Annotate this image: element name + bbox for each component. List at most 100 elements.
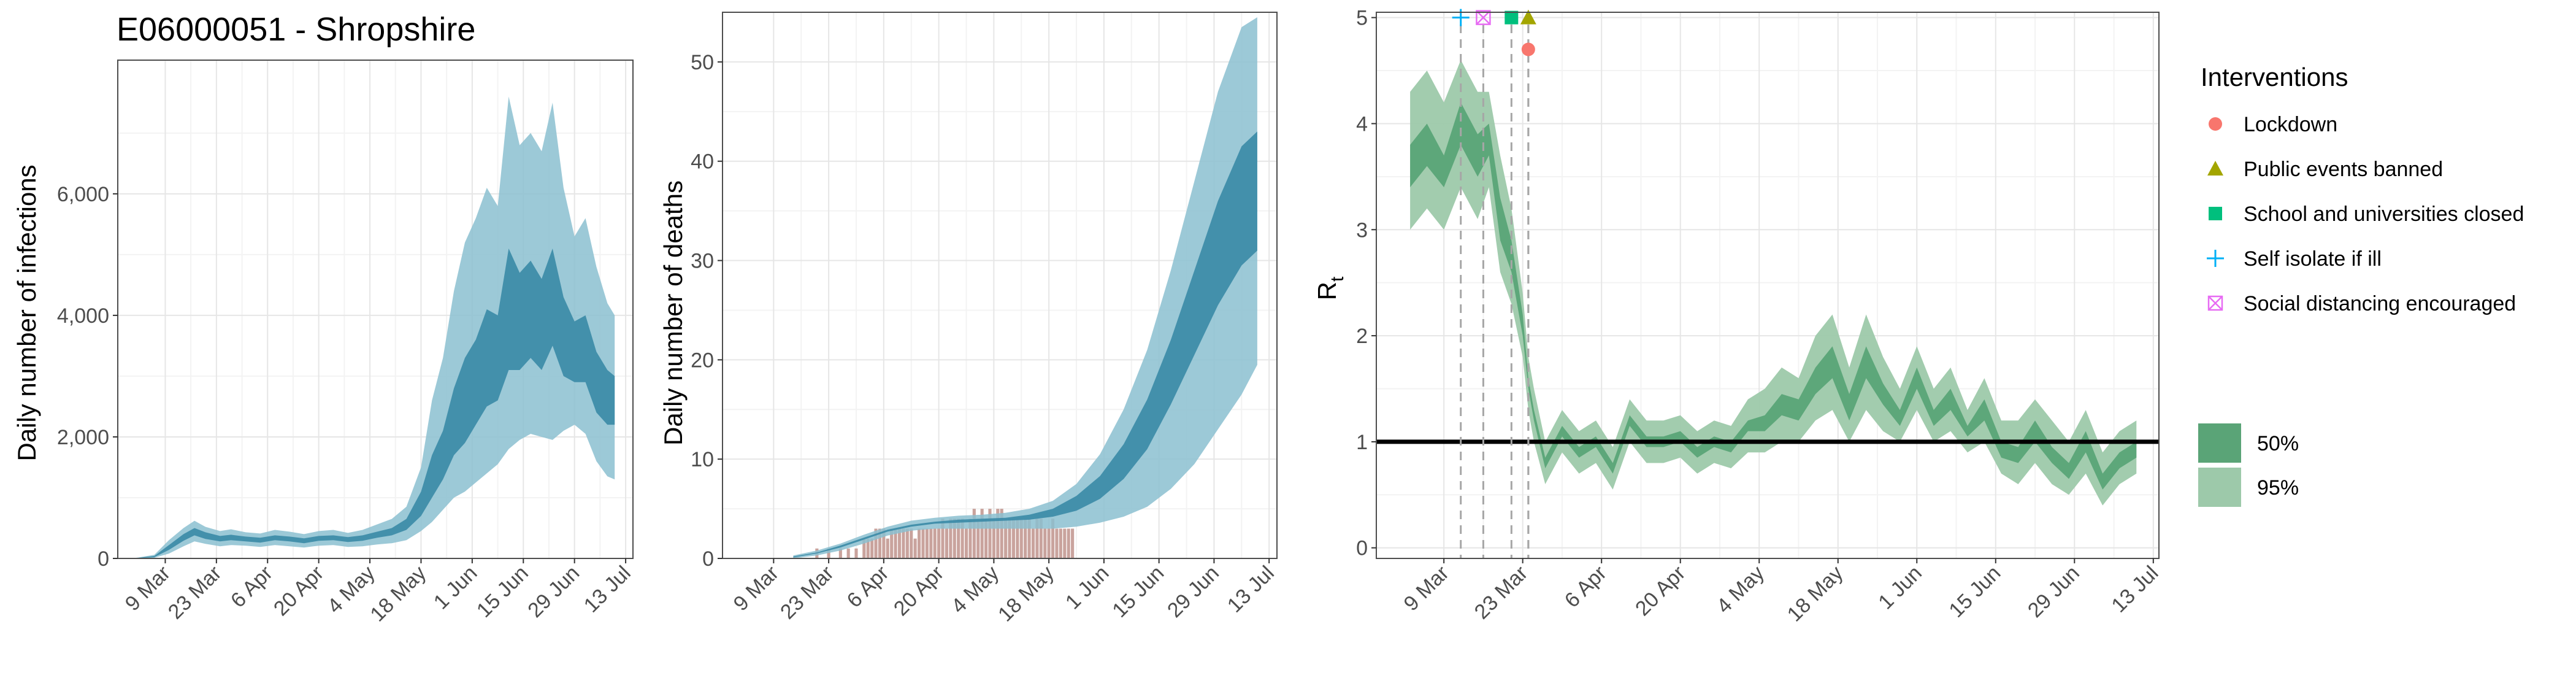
death-bar (1047, 528, 1051, 558)
panel-border (722, 12, 1278, 559)
y-tick-label: 1 (1356, 431, 1368, 454)
y-tick-label: 4 (1356, 112, 1368, 136)
legend-label: School and universities closed (2244, 203, 2524, 226)
death-bar (913, 538, 917, 558)
death-bar (945, 528, 949, 558)
death-bar (846, 548, 850, 558)
x-tick-label: 23 Mar (164, 561, 226, 624)
y-tick-label: 40 (691, 150, 714, 174)
y-tick-label: 0 (702, 547, 714, 571)
x-tick-label: 18 May (1783, 561, 1848, 627)
x-tick-label: 9 Mar (729, 561, 783, 615)
death-bar (976, 519, 980, 558)
legend-title: Interventions (2201, 63, 2348, 91)
y-tick-label: 2 (1356, 325, 1368, 348)
legend-label: Public events banned (2244, 158, 2443, 181)
death-bar (874, 528, 878, 558)
y-axis: 0 1 2 3 4 5 (1356, 7, 1376, 560)
x-tick-label: 20 Apr (1631, 561, 1690, 620)
death-bar (1008, 519, 1011, 558)
legend-label: Lockdown (2244, 113, 2337, 136)
death-bar (984, 519, 988, 558)
death-bar (968, 519, 972, 558)
x-tick-label: 15 Jun (472, 561, 533, 622)
x-tick-label: 20 Apr (889, 561, 948, 620)
x-tick-label: 18 May (366, 561, 431, 627)
death-bar (933, 528, 937, 558)
death-bar (1071, 528, 1075, 558)
x-tick-label: 20 Apr (269, 561, 328, 620)
death-bar (838, 548, 842, 558)
death-bar (1000, 509, 1003, 558)
x-tick-label: 13 Jul (1223, 561, 1279, 617)
gridlines (118, 60, 633, 559)
y-axis-title: Daily number of deaths (659, 180, 688, 446)
intervention-marker-schools (1505, 10, 1519, 25)
y-tick-label: 0 (1356, 537, 1368, 560)
death-bar (1043, 528, 1047, 558)
gridlines (723, 12, 1277, 559)
death-bar (996, 509, 1000, 558)
x-tick-label: 23 Mar (776, 561, 838, 624)
y-tick-label: 50 (691, 51, 714, 74)
death-bar (988, 509, 992, 558)
ci-ribbon-50 (793, 131, 1257, 558)
death-bar (1035, 519, 1039, 558)
death-bar (827, 548, 830, 558)
legend-key-social_distancing (2207, 295, 2223, 311)
death-bar (1031, 528, 1035, 558)
death-bar (897, 528, 902, 558)
intervention-marker-public_events (1520, 9, 1536, 25)
x-tick-label: 13 Jul (2107, 561, 2163, 617)
y-tick-label: 4,000 (57, 304, 109, 328)
panel-border (1376, 12, 2160, 559)
y-tick-label: 2,000 (57, 426, 109, 449)
rt-panel: Rt 0 1 2 3 4 5 9 Mar 23 Mar 6 Apr 20 Apr 4 May 18 … (1313, 7, 2163, 627)
x-tick-label: 29 Jun (2023, 561, 2084, 622)
death-bar (1063, 528, 1067, 558)
death-bar (957, 519, 960, 558)
death-bar (882, 528, 886, 558)
x-tick-label: 29 Jun (1163, 561, 1224, 622)
death-bar (854, 548, 858, 558)
ci-ribbon-50 (1410, 102, 2137, 490)
intervention-marker-lockdown (1521, 42, 1535, 56)
legend-key-ci-95 (2198, 468, 2241, 507)
x-tick-label: 29 Jun (523, 561, 584, 622)
legend-key-schools (2209, 207, 2222, 220)
deaths-panel: Daily number of deaths 0 10 20 30 40 50 9 Mar… (659, 12, 1279, 626)
y-axis-title: Rt (1313, 276, 1347, 300)
death-bar (937, 528, 941, 558)
death-bar (918, 528, 921, 558)
x-tick-label: 9 Mar (1399, 561, 1453, 615)
death-bar (992, 519, 995, 558)
legend-ci: 50% 95% (2198, 423, 2299, 507)
death-bar (1055, 528, 1059, 558)
x-tick-label: 1 Jun (1061, 561, 1114, 614)
death-bar (1051, 519, 1055, 558)
death-bar (972, 509, 976, 558)
intervention-marker-self_isolate (1452, 9, 1470, 26)
death-bar (929, 528, 933, 558)
x-tick-label: 4 May (1712, 561, 1769, 618)
y-tick-label: 30 (691, 250, 714, 273)
death-bar (960, 519, 964, 558)
death-bar (1067, 528, 1070, 558)
legend-key-lockdown (2209, 117, 2222, 131)
intervention-marker-social_distancing (1476, 10, 1491, 25)
x-tick-label: 18 May (994, 561, 1059, 627)
death-bar (870, 538, 874, 558)
y-tick-label: 10 (691, 448, 714, 471)
y-axis-title: Daily number of infections (12, 164, 41, 461)
death-bar (949, 519, 953, 558)
death-bar (862, 538, 866, 558)
legend-label: Social distancing encouraged (2244, 292, 2516, 315)
death-bar (910, 528, 913, 558)
data-layer (136, 96, 615, 558)
death-bar (953, 519, 956, 558)
gridlines (1376, 12, 2159, 558)
